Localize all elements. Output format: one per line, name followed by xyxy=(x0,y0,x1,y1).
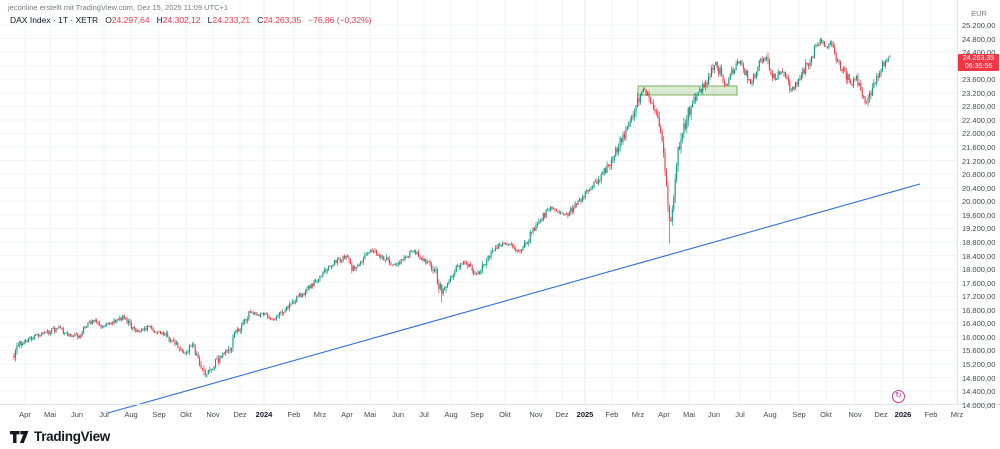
price-tick-label: 21.200,00 xyxy=(962,156,996,166)
time-tick-label: Mrz xyxy=(950,410,964,419)
price-tick-label: 20.800,00 xyxy=(962,170,996,180)
time-tick-label: Aug xyxy=(763,410,777,419)
time-tick-label: Feb xyxy=(924,410,938,419)
time-tick-label: Nov xyxy=(206,410,220,419)
price-tick-label: 22.400,00 xyxy=(962,115,996,125)
bar-countdown: 06:35:56 xyxy=(964,62,993,70)
ohlc-open: O24.297,64 xyxy=(105,15,150,25)
price-tick-label: 25.200,00 xyxy=(962,21,996,30)
time-tick-label: Mai xyxy=(682,410,696,419)
price-tick-label: 16.400,00 xyxy=(962,319,996,329)
footer: TradingView xyxy=(0,424,1000,449)
price-tick-label: 17.200,00 xyxy=(962,292,996,302)
chart-canvas[interactable] xyxy=(0,0,1000,424)
time-tick-label: Mai xyxy=(43,410,57,419)
price-tick-label: 16.800,00 xyxy=(962,305,996,315)
tradingview-logo[interactable]: TradingView xyxy=(10,429,110,444)
candlestick-series[interactable] xyxy=(13,37,891,378)
time-tick-label: Jul xyxy=(99,410,109,419)
symbol-legend: DAX Index · 1T · XETR O24.297,64 H24.302… xyxy=(10,15,371,25)
time-tick-label: 2024 xyxy=(255,410,273,419)
price-tick-label: 14.800,00 xyxy=(962,373,996,383)
price-tick-label: 19.200,00 xyxy=(962,224,996,234)
time-tick-label: Feb xyxy=(287,410,301,419)
price-axis-border xyxy=(957,0,958,404)
price-tick-label: 21.600,00 xyxy=(962,143,996,153)
time-tick-label: Aug xyxy=(444,410,458,419)
price-tick-label: 24.800,00 xyxy=(962,34,996,44)
trendline-drawing[interactable] xyxy=(107,183,921,414)
time-tick-label: Apr xyxy=(19,410,31,419)
time-tick-label: Okt xyxy=(499,410,511,419)
price-axis[interactable]: EUR 25.200,00 24.800,00 24.400,00 23.600,00… xyxy=(958,0,1000,410)
time-tick-label: Mai xyxy=(363,410,377,419)
time-tick-label: Jun xyxy=(391,410,405,419)
time-tick-label: Aug xyxy=(124,410,138,419)
price-tick-label: 14.400,00 xyxy=(962,387,996,397)
price-tick-label: 18.400,00 xyxy=(962,251,996,261)
time-tick-label: Jul xyxy=(419,410,429,419)
tradingview-wordmark: TradingView xyxy=(34,429,110,444)
time-tick-label: Sep xyxy=(470,410,484,419)
time-tick-label: Feb xyxy=(605,410,619,419)
time-tick-label: Okt xyxy=(820,410,832,419)
change-value: −76,86 (−0,32%) xyxy=(308,15,372,25)
time-axis[interactable]: Apr Mai Jun Jul Aug Sep Okt Nov Dez 2024 Feb Mrz Apr… xyxy=(0,404,1000,424)
time-tick-label: Mrz xyxy=(631,410,645,419)
time-tick-label: Nov xyxy=(848,410,862,419)
ohlc-low: L24.233,21 xyxy=(207,15,251,25)
price-tick-label: 24.400,00 xyxy=(962,48,996,58)
time-tick-label: 2026 xyxy=(894,410,912,419)
circular-arrow-icon: ↻ xyxy=(895,390,902,400)
time-tick-label: Sep xyxy=(792,410,806,419)
rectangle-zone-drawing[interactable] xyxy=(637,85,738,96)
time-tick-label: Jul xyxy=(735,410,745,419)
price-tick-label: 20.400,00 xyxy=(962,183,996,193)
price-tick-label: 17.600,00 xyxy=(962,278,996,288)
tradingview-logo-icon xyxy=(10,430,29,443)
time-tick-label: Jun xyxy=(707,410,721,419)
ohlc-high: H24.302,12 xyxy=(156,15,201,25)
price-tick-label: 15.600,00 xyxy=(962,346,996,356)
time-tick-label: Okt xyxy=(180,410,192,419)
time-tick-label: Mrz xyxy=(313,410,327,419)
price-tick-label: 20.000,00 xyxy=(962,197,996,207)
price-tick-label: 23.600,00 xyxy=(962,75,996,85)
time-tick-label: Dez xyxy=(233,410,247,419)
currency-label: EUR xyxy=(971,9,987,18)
time-tick-label: Sep xyxy=(152,410,166,419)
ohlc-close: C24.263,35 xyxy=(257,15,302,25)
price-tick-label: 16.000,00 xyxy=(962,332,996,342)
price-tick-label: 15.200,00 xyxy=(962,360,996,369)
time-tick-label: Nov xyxy=(529,410,543,419)
time-tick-label: Apr xyxy=(341,410,353,419)
time-tick-label: Apr xyxy=(658,410,670,419)
price-tick-label: 22.000,00 xyxy=(962,129,996,139)
price-tick-label: 19.600,00 xyxy=(962,210,996,220)
attribution-text: jeconline erstellt mit TradingView.com, … xyxy=(8,3,229,12)
price-tick-label: 22.800,00 xyxy=(962,102,996,112)
price-tick-label: 18.000,00 xyxy=(962,265,996,275)
scroll-to-recent-bar-button[interactable]: ↻ xyxy=(892,390,905,403)
price-tick-label: 23.200,00 xyxy=(962,88,996,98)
price-tick-label: 14.000,00 xyxy=(962,400,996,410)
time-tick-label: Dez xyxy=(874,410,888,419)
time-tick-label: Dez xyxy=(555,410,569,419)
symbol-title[interactable]: DAX Index · 1T · XETR xyxy=(10,15,99,25)
last-price-value: 24.263,35 xyxy=(962,54,995,62)
grid xyxy=(0,0,958,406)
time-tick-label: 2025 xyxy=(576,410,594,419)
time-tick-label: Jun xyxy=(70,410,84,419)
price-tick-label: 18.800,00 xyxy=(962,237,996,247)
time-axis-border xyxy=(0,404,1000,405)
last-price-badge: 24.263,35 06:35:56 xyxy=(958,53,999,71)
